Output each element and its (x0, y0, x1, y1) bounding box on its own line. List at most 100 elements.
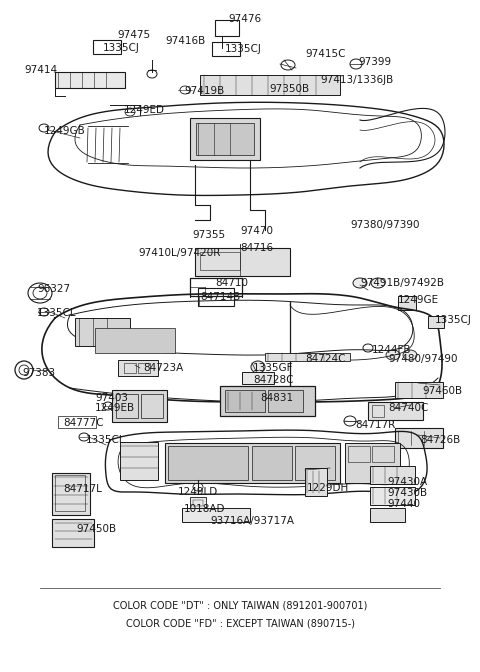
Text: 1335GF: 1335GF (253, 363, 293, 373)
Text: 84831: 84831 (260, 393, 293, 403)
Bar (268, 390, 303, 412)
Text: 84710: 84710 (215, 278, 248, 288)
Text: 97355: 97355 (192, 230, 225, 240)
Text: 97380/97390: 97380/97390 (350, 220, 420, 230)
Bar (112, 390, 167, 422)
Text: 1335CJ: 1335CJ (103, 43, 140, 53)
Text: 84724C: 84724C (305, 354, 346, 364)
Text: 1018AD: 1018AD (184, 504, 226, 514)
Bar (198, 288, 234, 306)
Text: 97414: 97414 (24, 65, 57, 75)
Bar (395, 428, 443, 448)
Bar (190, 278, 242, 296)
Text: 97470: 97470 (240, 226, 273, 236)
Text: 96327: 96327 (37, 284, 70, 294)
Text: 1249LD: 1249LD (178, 487, 218, 497)
Text: 84723A: 84723A (143, 363, 183, 373)
Bar (58, 416, 96, 428)
Bar (120, 442, 158, 480)
Bar (370, 508, 405, 522)
Text: 1249EB: 1249EB (95, 403, 135, 413)
Bar (52, 519, 94, 547)
Bar (165, 443, 340, 483)
Bar (55, 72, 125, 88)
Bar (345, 443, 400, 483)
Bar (428, 316, 444, 328)
Bar (225, 390, 265, 412)
Text: 84714B: 84714B (200, 292, 240, 302)
Text: 84728C: 84728C (253, 375, 293, 385)
Bar (75, 318, 130, 346)
Bar (265, 353, 350, 361)
Bar (190, 497, 206, 509)
Bar (348, 446, 370, 462)
Text: 97415C: 97415C (305, 49, 346, 59)
Text: 1229DH: 1229DH (307, 483, 349, 493)
Text: 1244FB: 1244FB (372, 345, 411, 355)
Bar (200, 75, 340, 95)
Bar (95, 328, 175, 353)
Bar (370, 466, 415, 484)
Ellipse shape (371, 278, 385, 288)
Text: 84716: 84716 (240, 243, 273, 253)
Text: 1335CL: 1335CL (86, 435, 126, 445)
Text: 84777C: 84777C (63, 418, 104, 428)
Text: 97450B: 97450B (76, 524, 116, 534)
Text: 97410L/97420R: 97410L/97420R (138, 248, 220, 258)
Bar (395, 382, 443, 398)
Bar (138, 363, 150, 373)
Bar (368, 402, 423, 420)
Bar (398, 296, 416, 310)
Text: 1335CJ: 1335CJ (225, 44, 262, 54)
Text: 93716A/93717A: 93716A/93717A (210, 516, 294, 526)
Ellipse shape (403, 350, 417, 360)
Text: 84717R: 84717R (355, 420, 395, 430)
Bar (372, 446, 394, 462)
Text: 1249GE: 1249GE (398, 295, 439, 305)
Text: 84726B: 84726B (420, 435, 460, 445)
Bar (141, 394, 163, 418)
Bar (305, 468, 327, 496)
Text: 97430A: 97430A (387, 477, 427, 487)
Text: 97399: 97399 (358, 57, 391, 67)
Bar (118, 360, 158, 376)
Text: 97419B: 97419B (184, 86, 224, 96)
Bar (242, 372, 274, 384)
Text: COLOR CODE "FD" : EXCEPT TAIWAN (890715-): COLOR CODE "FD" : EXCEPT TAIWAN (890715-… (125, 618, 355, 628)
Text: 97476: 97476 (228, 14, 261, 24)
Text: 1335CL: 1335CL (37, 308, 77, 318)
Text: 97350B: 97350B (269, 84, 309, 94)
Bar (295, 446, 335, 480)
Text: 97430B: 97430B (387, 488, 427, 498)
Bar (370, 487, 415, 505)
Text: 97416B: 97416B (165, 36, 205, 46)
Text: 97460B: 97460B (422, 386, 462, 396)
Bar (93, 40, 121, 54)
Text: 1249GB: 1249GB (44, 126, 86, 136)
Text: 1335CJ: 1335CJ (435, 315, 472, 325)
Text: 97475: 97475 (117, 30, 150, 40)
Bar (196, 123, 254, 155)
Text: COLOR CODE "DT" : ONLY TAIWAN (891201-900701): COLOR CODE "DT" : ONLY TAIWAN (891201-90… (113, 600, 367, 610)
Text: 97491B/97492B: 97491B/97492B (360, 278, 444, 288)
Bar (52, 473, 90, 515)
Ellipse shape (245, 256, 261, 268)
Bar (190, 118, 260, 160)
Text: 1249ED: 1249ED (124, 105, 165, 115)
Ellipse shape (353, 278, 367, 288)
Bar (200, 252, 240, 270)
Text: 97403: 97403 (95, 393, 128, 403)
Text: 97440: 97440 (387, 499, 420, 509)
Text: 97413/1336JB: 97413/1336JB (320, 75, 393, 85)
Bar (252, 446, 292, 480)
Bar (193, 500, 203, 506)
Text: 97480/97490: 97480/97490 (388, 354, 457, 364)
Bar (212, 42, 240, 56)
Bar (116, 394, 138, 418)
Bar (168, 446, 248, 480)
Bar (215, 20, 239, 36)
Text: 97383: 97383 (22, 368, 55, 378)
Bar (182, 508, 250, 522)
Ellipse shape (386, 350, 400, 360)
Bar (195, 248, 290, 276)
